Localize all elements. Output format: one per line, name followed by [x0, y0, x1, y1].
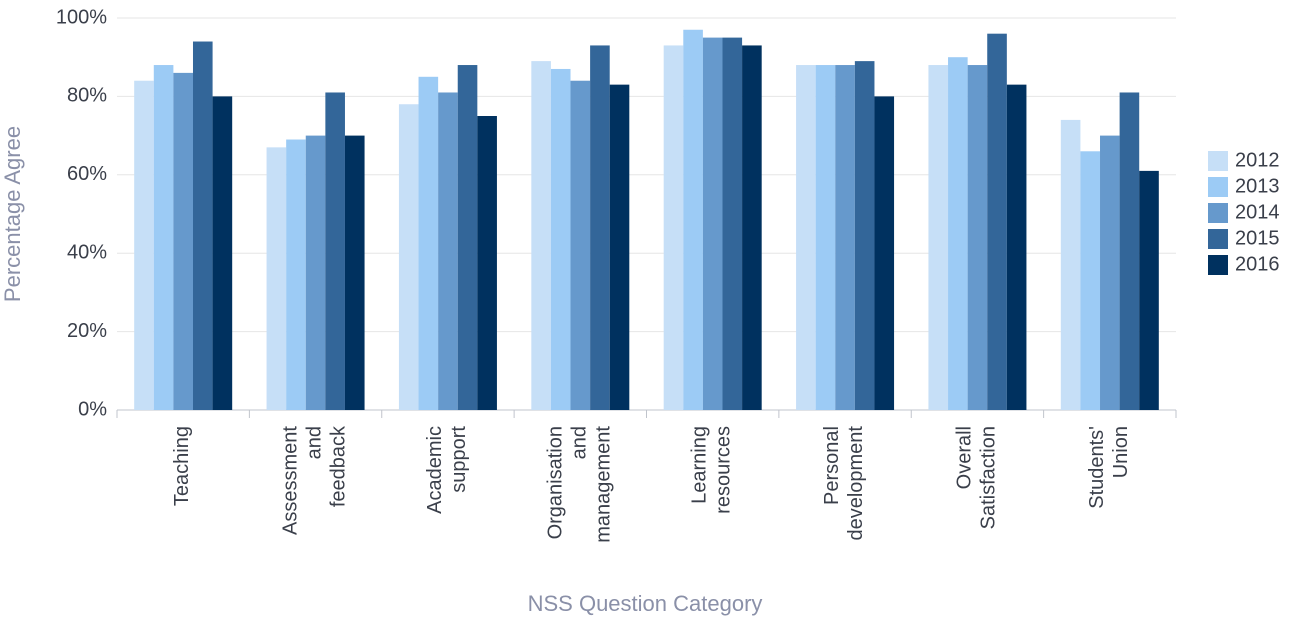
bar — [590, 45, 610, 410]
bar — [1080, 151, 1101, 410]
bar — [663, 45, 684, 410]
x-axis-title: NSS Question Category — [528, 591, 763, 616]
bar — [305, 135, 326, 410]
x-tick-label: Overall Satisfaction — [954, 426, 1000, 529]
bar — [1119, 92, 1140, 410]
bar — [438, 92, 458, 410]
legend-swatch — [1208, 177, 1228, 197]
bar — [192, 41, 213, 411]
bar — [1100, 135, 1120, 410]
bar — [609, 84, 630, 410]
bar — [286, 139, 306, 410]
bar — [531, 61, 551, 411]
legend-swatch — [1208, 151, 1228, 171]
y-tick-label: 60% — [67, 163, 107, 185]
bar — [266, 147, 287, 411]
legend-label: 2016 — [1235, 253, 1280, 275]
bar — [418, 76, 439, 411]
bar — [457, 65, 478, 410]
bar — [212, 96, 233, 411]
legend-swatch — [1208, 255, 1228, 275]
bar — [1139, 170, 1159, 410]
legend-label: 2014 — [1235, 201, 1280, 223]
y-tick-label: 20% — [67, 320, 107, 342]
bar — [874, 96, 895, 411]
bar — [835, 65, 855, 410]
legend-swatch — [1208, 203, 1228, 223]
x-tick-label: Teaching — [171, 426, 193, 506]
bar — [344, 135, 365, 410]
bar — [683, 29, 703, 410]
legend-label: 2015 — [1235, 227, 1280, 249]
bar — [173, 72, 193, 410]
y-tick-label: 100% — [56, 6, 107, 28]
bar — [928, 65, 949, 410]
bar — [948, 57, 968, 410]
x-tick-label: Assessment and feedback — [280, 425, 350, 535]
y-tick-label: 40% — [67, 241, 107, 263]
y-tick-label: 0% — [78, 398, 107, 420]
x-tick-label: Personal development — [821, 426, 867, 541]
x-tick-label: Students' Union — [1086, 426, 1132, 509]
x-tick-label: Academic support — [424, 426, 470, 514]
bar — [1060, 119, 1081, 411]
bar — [854, 61, 875, 411]
y-axis-title: Percentage Agree — [0, 126, 25, 302]
bar — [742, 45, 762, 410]
legend-label: 2012 — [1235, 149, 1280, 171]
bar — [153, 65, 174, 410]
bar — [722, 37, 743, 410]
bar — [702, 37, 723, 410]
bar — [325, 92, 345, 410]
bar — [796, 65, 816, 410]
bar — [134, 80, 154, 410]
x-tick-label: Organisation and management — [545, 426, 615, 543]
bar — [815, 65, 836, 410]
bar — [550, 68, 571, 411]
x-tick-label: Learning resources — [689, 426, 735, 514]
y-tick-label: 80% — [67, 85, 107, 107]
bar — [570, 80, 591, 410]
bar — [987, 33, 1007, 411]
bar — [398, 104, 419, 411]
bar — [477, 116, 497, 410]
bar — [967, 65, 988, 410]
legend-swatch — [1208, 229, 1228, 249]
legend-label: 2013 — [1235, 175, 1280, 197]
bar — [1006, 84, 1027, 410]
